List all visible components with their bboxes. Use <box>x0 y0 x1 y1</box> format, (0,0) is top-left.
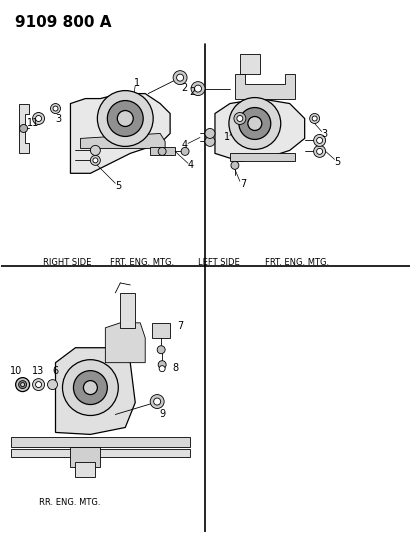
Polygon shape <box>35 112 43 125</box>
Text: 4: 4 <box>182 140 188 150</box>
Circle shape <box>97 91 153 147</box>
Circle shape <box>173 71 187 85</box>
Circle shape <box>158 361 166 369</box>
Polygon shape <box>105 323 145 362</box>
Circle shape <box>316 148 323 155</box>
Circle shape <box>154 398 161 405</box>
Circle shape <box>194 85 201 92</box>
Circle shape <box>205 136 215 147</box>
Circle shape <box>20 125 28 133</box>
Circle shape <box>83 381 97 394</box>
Polygon shape <box>18 103 29 154</box>
Circle shape <box>53 106 58 111</box>
Circle shape <box>237 116 243 122</box>
Text: 4: 4 <box>188 160 194 171</box>
Circle shape <box>18 381 27 389</box>
Text: 9109 800 A: 9109 800 A <box>15 15 111 30</box>
Polygon shape <box>70 94 170 173</box>
Text: RIGHT SIDE: RIGHT SIDE <box>43 257 91 266</box>
Text: 7: 7 <box>240 179 246 189</box>
Circle shape <box>90 146 100 156</box>
Polygon shape <box>81 133 165 148</box>
Circle shape <box>248 117 262 131</box>
Circle shape <box>229 98 281 149</box>
Circle shape <box>312 116 317 121</box>
Circle shape <box>90 156 100 165</box>
Circle shape <box>150 394 164 408</box>
Text: 7: 7 <box>177 321 183 331</box>
Polygon shape <box>230 154 295 161</box>
Circle shape <box>36 116 42 122</box>
Text: 1: 1 <box>134 78 140 87</box>
Text: 10: 10 <box>9 366 22 376</box>
Circle shape <box>205 128 215 139</box>
Polygon shape <box>150 148 175 156</box>
Circle shape <box>36 382 42 387</box>
Circle shape <box>309 114 320 124</box>
Circle shape <box>191 82 205 95</box>
Text: 3: 3 <box>321 130 328 140</box>
Text: 2: 2 <box>189 86 195 96</box>
Circle shape <box>314 134 326 147</box>
Circle shape <box>21 383 25 386</box>
Circle shape <box>239 108 271 140</box>
Circle shape <box>32 112 44 125</box>
Circle shape <box>74 370 107 405</box>
Text: 11: 11 <box>26 118 39 128</box>
Text: 1: 1 <box>224 132 230 142</box>
Text: FRT. ENG. MTG.: FRT. ENG. MTG. <box>110 257 174 266</box>
Circle shape <box>158 148 166 156</box>
Text: RR. ENG. MTG.: RR. ENG. MTG. <box>39 498 100 507</box>
Polygon shape <box>70 447 100 467</box>
Circle shape <box>181 148 189 156</box>
Text: FRT. ENG. MTG.: FRT. ENG. MTG. <box>265 257 329 266</box>
Polygon shape <box>11 438 190 447</box>
Circle shape <box>117 110 133 126</box>
Text: 5: 5 <box>335 157 341 167</box>
Text: 9: 9 <box>159 409 165 419</box>
Circle shape <box>231 161 239 169</box>
Circle shape <box>62 360 118 416</box>
Polygon shape <box>152 323 170 338</box>
Circle shape <box>51 103 60 114</box>
Polygon shape <box>120 293 135 328</box>
Circle shape <box>32 378 44 391</box>
Text: 13: 13 <box>32 366 45 376</box>
Circle shape <box>234 112 246 125</box>
Polygon shape <box>240 54 260 74</box>
Polygon shape <box>76 462 95 477</box>
Circle shape <box>157 346 165 354</box>
Polygon shape <box>55 348 135 434</box>
Circle shape <box>48 379 58 390</box>
Circle shape <box>107 101 143 136</box>
Circle shape <box>314 146 326 157</box>
Circle shape <box>93 158 98 163</box>
Text: LEFT SIDE: LEFT SIDE <box>198 257 240 266</box>
Text: 5: 5 <box>115 181 121 191</box>
Circle shape <box>16 377 30 392</box>
Circle shape <box>159 366 165 372</box>
Circle shape <box>177 74 184 81</box>
Circle shape <box>316 138 323 143</box>
Text: 2: 2 <box>181 83 187 93</box>
Text: 8: 8 <box>172 362 178 373</box>
Polygon shape <box>215 99 305 161</box>
Text: 3: 3 <box>55 114 62 124</box>
Polygon shape <box>235 74 295 99</box>
Polygon shape <box>11 449 190 457</box>
Text: 6: 6 <box>53 366 59 376</box>
